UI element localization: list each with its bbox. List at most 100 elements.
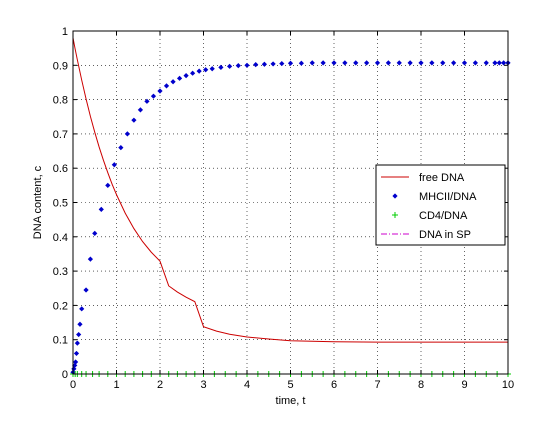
legend-swatch <box>392 212 398 218</box>
data-point <box>461 60 468 66</box>
data-point <box>253 62 259 68</box>
data-point <box>74 340 80 346</box>
data-point <box>77 321 83 327</box>
legend-swatch <box>392 193 398 199</box>
data-point <box>235 63 241 69</box>
data-point <box>170 79 176 85</box>
y-tick-label: 0.7 <box>53 129 68 141</box>
data-point <box>353 60 359 66</box>
data-point <box>157 88 163 94</box>
x-tick-label: 8 <box>418 379 424 391</box>
legend-label: MHCII/DNA <box>419 191 477 203</box>
data-point <box>218 64 224 70</box>
data-point <box>124 131 130 137</box>
legend: free DNA MHCII/DNA CD4/DNA DNA in SP <box>375 164 506 246</box>
legend-item: MHCII/DNA <box>392 191 477 203</box>
x-tick-label: 9 <box>461 379 467 391</box>
y-tick-label: 0.4 <box>53 232 68 244</box>
data-point <box>137 107 144 113</box>
data-point <box>227 63 233 69</box>
y-tick-label: 0.2 <box>53 300 68 312</box>
y-tick-label: 0.8 <box>53 95 68 107</box>
data-point <box>111 162 117 168</box>
data-point <box>83 287 89 293</box>
legend-label: DNA in SP <box>419 229 471 241</box>
y-tick-label: 0.6 <box>53 163 68 175</box>
legend-label: free DNA <box>419 172 465 184</box>
series-mhcii-dna <box>70 60 511 375</box>
x-tick-label: 1 <box>113 379 119 391</box>
data-point <box>342 60 348 66</box>
data-point <box>287 60 294 66</box>
data-point <box>196 68 202 74</box>
data-point <box>73 350 80 357</box>
data-point <box>407 60 413 66</box>
data-point <box>496 60 502 66</box>
data-point <box>261 61 267 67</box>
x-tick-label: 2 <box>157 379 163 391</box>
x-tick-label: 3 <box>200 379 206 391</box>
data-point <box>176 75 183 81</box>
data-point <box>79 306 85 312</box>
y-tick-label: 0 <box>62 369 68 381</box>
data-point <box>501 60 507 66</box>
legend-box <box>375 164 506 246</box>
legend-item: DNA in SP <box>381 229 471 241</box>
data-point <box>483 60 489 66</box>
legend-item: free DNA <box>381 172 465 184</box>
x-tick-label: 10 <box>502 379 514 391</box>
data-point <box>298 60 304 66</box>
x-tick-label: 7 <box>374 379 380 391</box>
data-point <box>279 60 285 67</box>
legend-label: CD4/DNA <box>419 210 468 222</box>
data-point <box>429 60 435 66</box>
y-tick-label: 0.9 <box>53 60 68 72</box>
data-point <box>440 60 446 66</box>
data-point <box>203 67 209 73</box>
data-point <box>309 60 315 66</box>
x-tick-label: 4 <box>244 379 250 391</box>
y-tick-label: 0.1 <box>53 335 68 347</box>
x-tick-label: 6 <box>331 379 337 391</box>
legend-item: CD4/DNA <box>392 210 468 222</box>
data-point <box>396 60 402 66</box>
x-tick-label: 5 <box>287 379 293 391</box>
data-point <box>472 60 478 66</box>
y-tick-label: 1 <box>62 26 68 38</box>
data-point <box>331 60 337 66</box>
data-point <box>87 256 93 262</box>
data-point <box>98 206 104 212</box>
data-point <box>163 83 170 89</box>
axes <box>72 30 509 375</box>
y-tick-label: 0.5 <box>53 198 68 210</box>
data-point <box>76 331 82 338</box>
y-axis-label: DNA content, c <box>32 165 44 239</box>
data-point <box>92 230 98 236</box>
data-point <box>131 117 137 123</box>
series-line <box>72 37 508 343</box>
data-point <box>385 60 391 66</box>
data-point <box>451 60 457 66</box>
x-tick-label: 0 <box>70 379 76 391</box>
data-point <box>364 60 370 66</box>
data-point <box>73 359 79 365</box>
series-free-dna <box>72 37 508 343</box>
tick-labels: 0 1 2 3 4 5 6 7 8 9 10 0 0.1 0.2 0.3 0.4 0.5 0.6 0.7 0.8 0.9… <box>53 26 514 391</box>
data-point <box>144 98 150 104</box>
data-point <box>320 60 326 66</box>
data-point <box>183 72 189 79</box>
data-point <box>190 70 196 76</box>
data-point <box>118 145 124 151</box>
data-point <box>150 93 157 99</box>
data-point <box>105 182 111 188</box>
data-point <box>374 60 381 66</box>
x-axis-label: time, t <box>276 395 306 407</box>
data-point <box>270 61 276 67</box>
data-point <box>418 60 424 66</box>
data-point <box>209 66 215 72</box>
data-point <box>244 62 250 68</box>
data-point <box>492 60 498 66</box>
y-tick-label: 0.3 <box>53 266 68 278</box>
